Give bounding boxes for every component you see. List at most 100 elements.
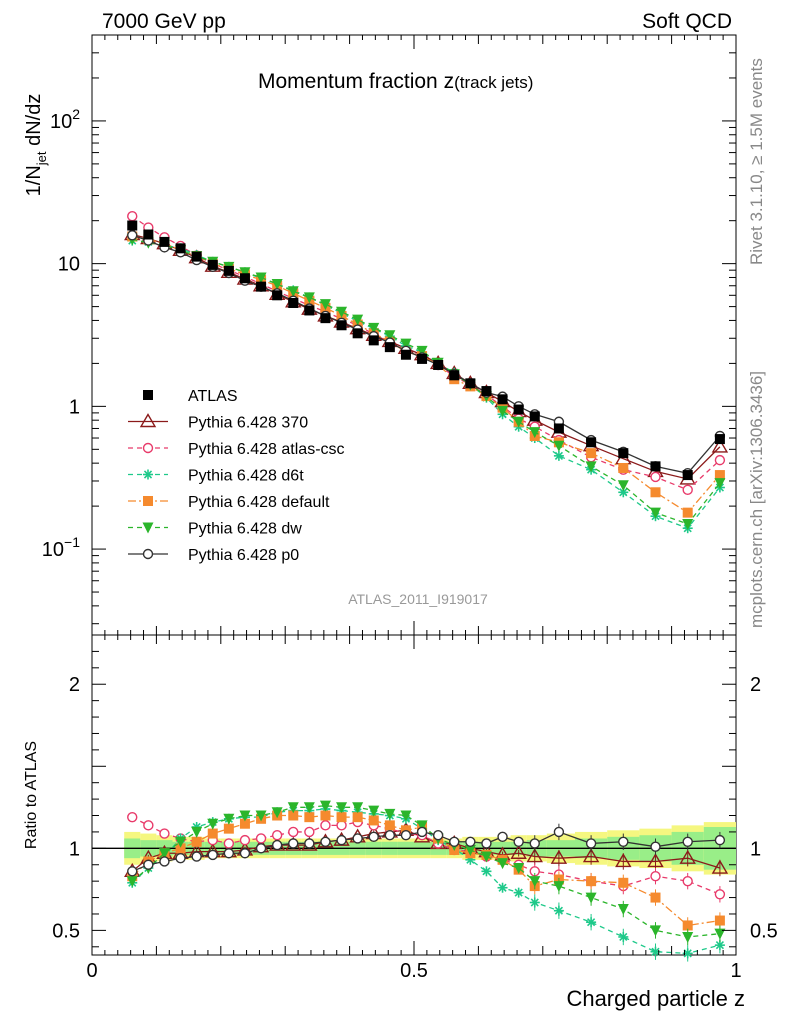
data-point-pythia-6-428-dw [400, 338, 412, 350]
data-point-atlas [618, 448, 629, 459]
legend-label: Pythia 6.428 d6t [188, 468, 304, 485]
plot-title: Momentum fraction z(track jets) [258, 70, 533, 93]
ratio-point-pythia-6-428-atlas-csc [143, 820, 154, 831]
ratio-point-pythia-6-428-dw [464, 844, 476, 856]
legend-label: Pythia 6.428 default [188, 494, 330, 511]
ratio-y-tick-label-left: 0.5 [52, 920, 80, 942]
ratio-point-pythia-6-428-p0 [223, 848, 235, 859]
ratio-point-pythia-6-428-default [586, 876, 597, 887]
data-point-pythia-6-428-default [714, 470, 725, 481]
legend: ATLAS Pythia 6.428 370 Pythia 6.428 atlas-… [128, 388, 345, 564]
x-tick-label: 1 [730, 960, 741, 982]
main-plot-frame [91, 34, 737, 636]
legend-marker [142, 442, 154, 454]
series-atlas [127, 220, 725, 481]
data-point-pythia-6-428-dw [368, 322, 380, 334]
data-point-atlas [159, 236, 170, 247]
ratio-y-tick-label-right: 2 [750, 674, 761, 696]
ratio-point-pythia-6-428-p0 [368, 831, 379, 843]
data-point-pythia-6-428-dw [255, 272, 267, 284]
ratio-point-pythia-6-428-p0 [143, 859, 154, 870]
data-point-pythia-6-428-d6t [553, 450, 564, 461]
ratio-point-pythia-6-428-dw [239, 810, 251, 822]
ratio-point-pythia-6-428-dw [682, 931, 694, 943]
ratio-point-pythia-6-428-370 [679, 849, 696, 864]
ratio-point-pythia-6-428-p0 [416, 826, 428, 838]
data-point-atlas [336, 320, 347, 331]
legend-entry-pythia-6-428-370: Pythia 6.428 370 [128, 413, 308, 432]
ratio-point-pythia-6-428-d6t [586, 917, 597, 928]
legend-marker [143, 496, 153, 506]
ratio-point-pythia-6-428-default [175, 843, 186, 854]
data-point-pythia-6-428-dw [650, 507, 661, 519]
ratio-point-pythia-6-428-dw [319, 800, 331, 812]
ratio-point-pythia-6-428-dw [223, 813, 235, 825]
ratio-point-pythia-6-428-p0 [650, 841, 661, 852]
ratio-point-pythia-6-428-370 [582, 848, 600, 863]
ratio-point-pythia-6-428-dw [529, 876, 541, 888]
data-point-atlas [481, 386, 492, 397]
data-point-atlas [352, 328, 363, 339]
data-point-atlas [384, 342, 395, 353]
ratio-point-pythia-6-428-dw [207, 818, 219, 830]
ratio-point-pythia-6-428-dw [271, 807, 283, 819]
ratio-point-pythia-6-428-default [352, 812, 363, 823]
ratio-point-pythia-6-428-atlas-csc [127, 811, 138, 823]
ratio-point-pythia-6-428-p0 [585, 838, 597, 849]
ratio-point-pythia-6-428-atlas-csc [255, 833, 267, 844]
data-point-pythia-6-428-dw [682, 518, 694, 530]
ratio-point-pythia-6-428-atlas-csc [320, 820, 331, 831]
ratio-point-pythia-6-428-p0 [127, 866, 138, 877]
ratio-point-pythia-6-428-dw [175, 836, 187, 848]
ratio-point-pythia-6-428-p0 [352, 833, 363, 844]
ratio-point-pythia-6-428-atlas-csc [650, 871, 661, 882]
ratio-point-pythia-6-428-dw [191, 826, 203, 838]
ratio-point-pythia-6-428-dw [158, 848, 170, 860]
data-point-pythia-6-428-atlas-csc [682, 484, 693, 496]
main-ylabel-tail: dN/dz [23, 94, 45, 152]
data-point-pythia-6-428-dw [319, 299, 331, 311]
data-point-pythia-6-428-atlas-csc [127, 210, 138, 222]
ratio-point-pythia-6-428-default [650, 892, 661, 903]
ratio-point-pythia-6-428-p0 [288, 838, 299, 849]
ratio-point-pythia-6-428-atlas-csc [239, 834, 251, 846]
data-point-pythia-6-428-dw [553, 440, 565, 452]
ratio-point-pythia-6-428-370 [615, 853, 632, 868]
data-point-pythia-6-428-dw [529, 427, 541, 439]
ratio-point-pythia-6-428-dw [617, 904, 629, 916]
ratio-point-pythia-6-428-p0 [239, 848, 251, 859]
ratio-point-pythia-6-428-atlas-csc [271, 830, 283, 841]
data-point-pythia-6-428-dw [416, 345, 428, 357]
ratio-point-pythia-6-428-default [304, 812, 315, 823]
ratio-point-pythia-6-428-atlas-csc [159, 828, 170, 839]
legend-entry-pythia-6-428-atlas-csc: Pythia 6.428 atlas-csc [128, 441, 345, 458]
ratio-point-pythia-6-428-p0 [449, 836, 460, 847]
data-point-pythia-6-428-dw [617, 480, 629, 492]
data-point-pythia-6-428-dw [352, 314, 364, 326]
data-point-atlas [239, 273, 250, 284]
ratio-y-tick-label-left: 1 [69, 838, 80, 860]
energy-label: 7000 GeV pp [102, 10, 226, 33]
ratio-point-pythia-6-428-p0 [191, 851, 202, 862]
data-point-atlas [497, 394, 508, 405]
plot-title-sub: (track jets) [454, 73, 533, 92]
data-point-pythia-6-428-default [650, 487, 661, 498]
main-plot-panel [91, 34, 737, 636]
ratio-point-pythia-6-428-p0 [481, 838, 492, 849]
ratio-point-pythia-6-428-p0 [497, 831, 508, 843]
ratio-point-pythia-6-428-d6t [553, 905, 564, 916]
ratio-point-pythia-6-428-dw [650, 925, 661, 937]
ratio-point-pythia-6-428-370 [711, 859, 729, 874]
mcplots-reference-label: mcplots.cern.ch [arXiv:1306.3436] [747, 371, 766, 628]
ratio-point-pythia-6-428-p0 [175, 852, 186, 864]
data-point-atlas [553, 423, 564, 434]
ratio-point-pythia-6-428-dw [714, 928, 726, 940]
ratio-point-pythia-6-428-dw [336, 802, 348, 814]
data-point-atlas [586, 437, 597, 448]
ratio-y-tick-label-right: 0.5 [750, 920, 778, 942]
data-point-pythia-6-428-atlas-csc [714, 454, 726, 466]
ratio-point-pythia-6-428-p0 [400, 830, 412, 841]
ratio-point-pythia-6-428-default [336, 812, 347, 823]
ratio-point-pythia-6-428-p0 [271, 839, 283, 851]
